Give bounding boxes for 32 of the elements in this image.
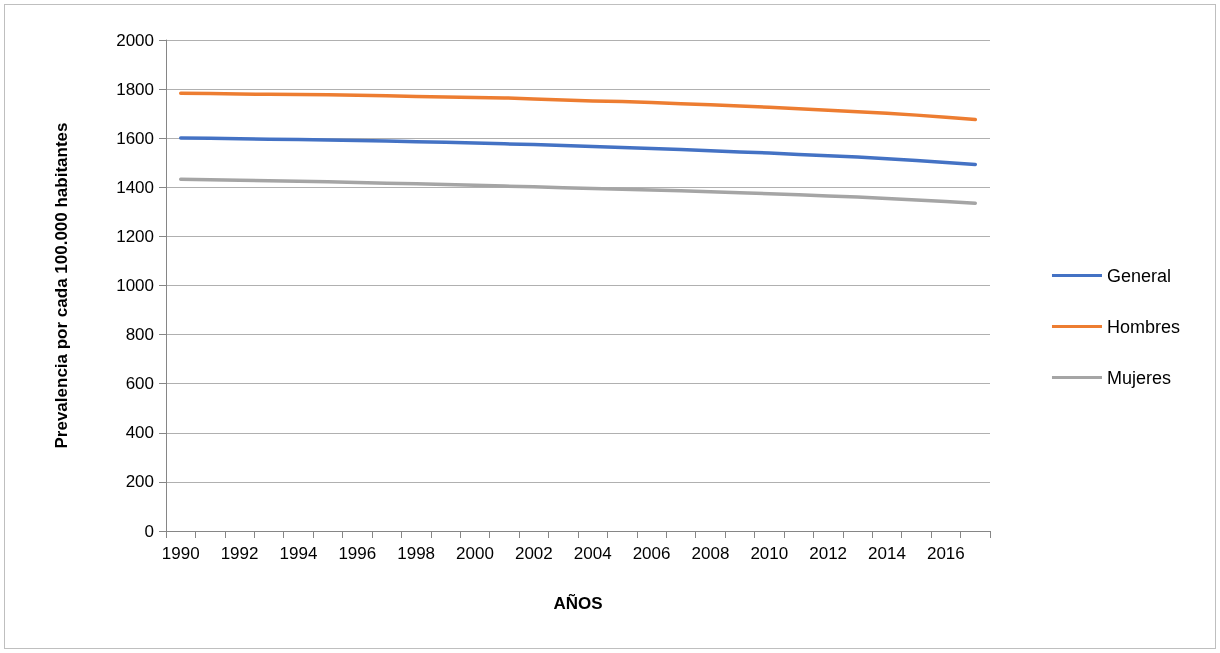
- y-tick-label: 2000: [116, 30, 154, 50]
- legend-label: General: [1106, 265, 1172, 286]
- y-tick-label: 1400: [116, 177, 154, 197]
- y-tick-label: 600: [125, 374, 154, 394]
- y-tick-label: 1600: [116, 128, 154, 148]
- y-tick-label: 1200: [116, 226, 154, 246]
- y-tick-label: 1000: [116, 276, 154, 295]
- x-tick-label: 1996: [338, 544, 377, 563]
- y-tick-label: 1800: [116, 79, 154, 99]
- x-tick-label: 1998: [397, 544, 436, 563]
- x-tick-label: 2008: [691, 544, 730, 563]
- x-axis-title: AÑOS: [553, 593, 603, 613]
- x-tick-label: 2012: [809, 544, 848, 563]
- y-tick-label: 400: [125, 423, 154, 443]
- x-tick-label: 2004: [573, 544, 612, 563]
- x-tick-label: 2002: [514, 544, 553, 563]
- y-tick-label: 200: [125, 472, 154, 492]
- x-tick-label: 2014: [868, 544, 906, 563]
- x-tick-label: 1994: [279, 544, 318, 563]
- y-axis-title: Prevalencia por cada 100.000 habitantes: [52, 122, 71, 449]
- x-tick-label: 2016: [926, 544, 965, 563]
- x-tick-label: 2000: [456, 544, 494, 563]
- y-tick-label: 0: [144, 521, 154, 541]
- x-tick-label: 1990: [161, 544, 200, 563]
- line-series: [178, 91, 978, 122]
- x-tick-label: 2010: [750, 544, 789, 563]
- legend-label: Mujeres: [1106, 367, 1172, 388]
- x-tick-label: 1992: [220, 544, 259, 563]
- y-tick-label: 800: [125, 325, 154, 345]
- x-tick-label: 2006: [632, 544, 671, 563]
- legend-label: Hombres: [1106, 316, 1181, 337]
- line-series: [178, 136, 978, 167]
